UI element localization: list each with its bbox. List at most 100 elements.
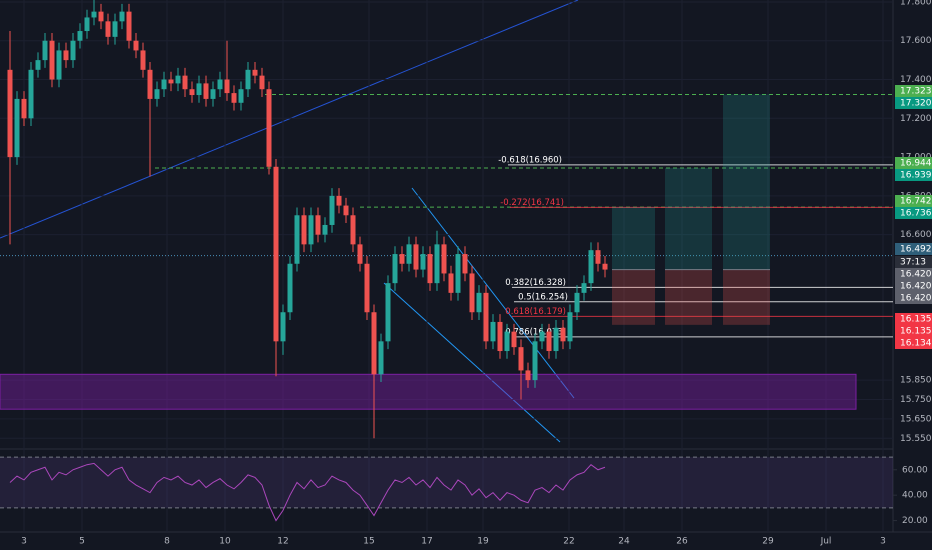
price-tag-label: 16.742 <box>900 197 932 207</box>
rsi-tick-label: 20.00 <box>902 516 928 526</box>
candle-body <box>350 215 356 245</box>
support-zone <box>0 373 857 410</box>
y-tick-label: 15.750 <box>900 395 932 405</box>
candle-body <box>406 244 412 264</box>
candle-body <box>588 250 594 284</box>
x-tick-label: 3 <box>880 537 886 547</box>
rsi-tick-label: 40.00 <box>902 491 928 501</box>
x-tick-label: 5 <box>79 537 85 547</box>
target-box <box>612 207 655 270</box>
x-tick-label: 22 <box>563 537 574 547</box>
price-tag <box>895 85 932 97</box>
candle-body <box>532 341 538 381</box>
y-tick-label: 15.550 <box>900 434 932 444</box>
candle-body <box>581 283 587 293</box>
fib-label: 0.382(16.328) <box>505 278 566 288</box>
x-tick-label: 12 <box>277 537 288 547</box>
candle-body <box>483 292 489 342</box>
price-tag <box>895 337 932 349</box>
price-tag-label: 17.320 <box>900 99 932 109</box>
candle-body <box>441 244 447 274</box>
candle-body <box>469 273 475 313</box>
x-tick-label: 24 <box>618 537 630 547</box>
x-tick-label: 29 <box>762 537 774 547</box>
candle-body <box>329 195 335 225</box>
x-tick-label: 10 <box>219 537 231 547</box>
price-tag-label: 16.134 <box>900 339 932 349</box>
candle-body <box>224 79 230 94</box>
candle-body <box>357 244 363 264</box>
candle-body <box>266 89 272 167</box>
price-tag-label: 16.944 <box>900 159 932 169</box>
candle-body <box>119 11 125 22</box>
stop-box <box>612 269 655 325</box>
fib-label: -0.618(16.960) <box>498 155 562 165</box>
candle-body <box>49 40 55 80</box>
candle-body <box>273 166 279 342</box>
candle-body <box>210 89 216 99</box>
rsi-tick-label: 60.00 <box>902 465 928 475</box>
candle-body <box>448 273 454 293</box>
candle-body <box>427 254 433 284</box>
candle-body <box>238 89 244 103</box>
wedge-line <box>411 187 575 399</box>
candle-body <box>602 263 608 270</box>
candle-body <box>476 292 482 313</box>
candle-body <box>154 89 160 99</box>
candle-body <box>462 254 468 274</box>
x-tick-label: Jul <box>820 537 832 547</box>
candle-body <box>126 11 132 41</box>
stop-box <box>665 269 712 325</box>
y-tick-label: 17.200 <box>900 114 932 124</box>
x-tick-label: 17 <box>421 537 432 547</box>
y-tick-label: 17.800 <box>900 0 932 7</box>
candle-body <box>595 250 601 264</box>
y-tick-label: 15.650 <box>900 414 932 424</box>
candle-body <box>105 21 111 37</box>
candle-body <box>189 89 195 96</box>
price-tag-label: 16.492 <box>900 245 932 255</box>
x-tick-label: 8 <box>164 537 170 547</box>
price-tag <box>895 256 932 268</box>
candle-body <box>287 263 293 313</box>
price-tag <box>895 313 932 325</box>
price-tag-label: 16.420 <box>900 270 932 280</box>
stop-box <box>723 269 770 325</box>
x-tick-label: 3 <box>21 537 27 547</box>
candle-body <box>336 195 342 206</box>
price-tag <box>895 195 932 207</box>
candle-body <box>231 93 237 103</box>
candle-body <box>371 312 377 375</box>
y-tick-label: 16.600 <box>900 230 932 240</box>
price-tag <box>895 169 932 181</box>
candle-body <box>280 312 286 342</box>
candle-body <box>35 60 41 70</box>
candle-body <box>308 215 314 245</box>
fib-label: -0.272(16.741) <box>500 198 564 208</box>
candle-body <box>574 292 580 313</box>
candle-body <box>14 98 20 158</box>
candle-body <box>182 75 188 90</box>
candle-body <box>28 69 34 119</box>
candle-body <box>161 79 167 90</box>
candle-body <box>420 254 426 270</box>
candle-body <box>91 11 97 18</box>
candle-body <box>546 331 552 352</box>
candle-body <box>168 79 174 84</box>
price-tag-label: 16.939 <box>900 171 932 181</box>
y-tick-label: 17.400 <box>900 75 932 85</box>
price-tag-label: 16.135 <box>900 327 932 337</box>
y-tick-label: 17.600 <box>900 36 932 46</box>
price-tag <box>895 207 932 219</box>
candle-body <box>399 254 405 264</box>
candle-body <box>343 205 349 216</box>
candle-body <box>203 83 209 99</box>
candle-body <box>525 370 531 381</box>
candle-body <box>539 331 545 342</box>
price-tag <box>895 97 932 109</box>
x-tick-label: 15 <box>363 537 374 547</box>
candle-body <box>504 331 510 352</box>
fib-label: 0.786(16.073) <box>505 327 566 337</box>
x-tick-label: 26 <box>676 537 688 547</box>
